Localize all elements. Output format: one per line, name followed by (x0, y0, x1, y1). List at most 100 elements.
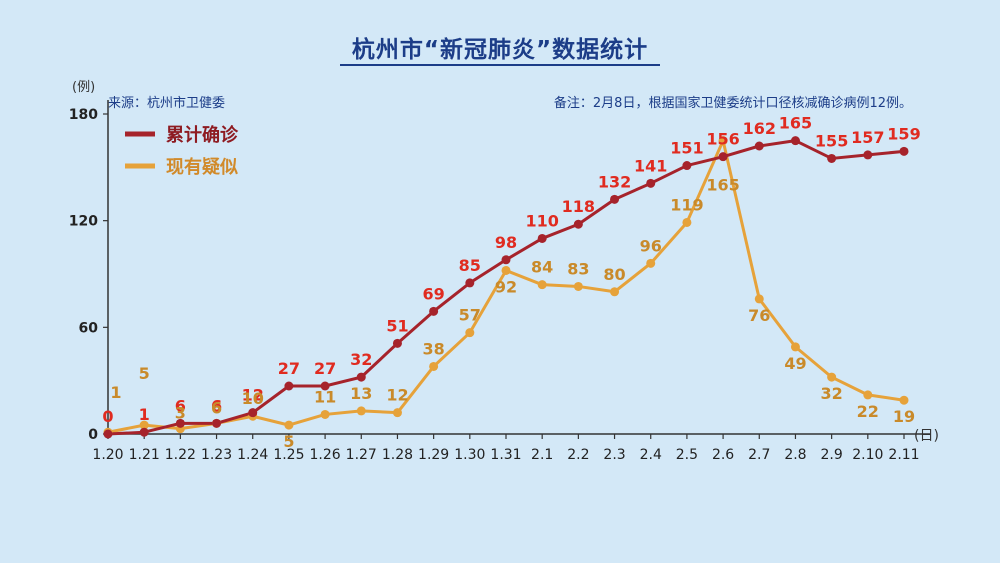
data-label-suspected: 92 (495, 277, 517, 296)
data-label-confirmed: 69 (423, 284, 445, 303)
data-label-suspected: 5 (283, 432, 294, 451)
data-label-suspected: 1 (110, 383, 121, 402)
data-point-suspected (610, 287, 620, 297)
data-label-confirmed: 85 (459, 256, 481, 275)
source-text: 来源：杭州市卫健委 (108, 96, 226, 111)
data-label-suspected: 76 (748, 306, 770, 325)
x-tick-label: 1.23 (201, 447, 232, 463)
data-point-confirmed (863, 150, 873, 160)
legend-label-suspected: 现有疑似 (166, 156, 238, 178)
data-label-confirmed: 118 (562, 197, 595, 216)
data-point-suspected (754, 294, 764, 304)
data-point-confirmed (682, 161, 692, 171)
x-tick-label: 2.3 (603, 447, 625, 463)
data-label-confirmed: 32 (350, 350, 372, 369)
data-label-confirmed: 6 (211, 396, 222, 415)
x-tick-label: 2.9 (821, 447, 843, 463)
data-label-suspected: 6 (211, 398, 222, 417)
x-tick-label: 2.5 (676, 447, 698, 463)
data-label-suspected: 38 (423, 339, 445, 358)
legend-label-confirmed: 累计确诊 (166, 124, 239, 146)
note-text: 备注：2月8日，根据国家卫健委统计口径核减确诊病例12例。 (553, 96, 912, 111)
data-point-confirmed (899, 146, 909, 156)
data-label-suspected: 11 (314, 387, 336, 406)
data-label-confirmed: 155 (815, 131, 848, 150)
x-tick-label: 1.28 (382, 447, 413, 463)
data-point-suspected (501, 265, 511, 275)
data-point-confirmed (284, 381, 294, 391)
data-label-confirmed: 0 (102, 407, 113, 426)
title-underline (340, 64, 660, 66)
x-tick-label: 1.22 (165, 447, 196, 463)
data-label-confirmed: 159 (887, 124, 920, 143)
data-label-suspected: 19 (893, 407, 915, 426)
data-label-confirmed: 12 (242, 386, 264, 405)
data-label-confirmed: 27 (278, 359, 300, 378)
data-label-suspected: 32 (821, 384, 843, 403)
data-label-suspected: 84 (531, 258, 553, 277)
data-point-suspected (827, 372, 837, 382)
data-point-suspected (573, 281, 583, 291)
data-point-suspected (429, 361, 439, 371)
data-point-suspected (392, 408, 402, 418)
y-tick-label: 60 (79, 320, 99, 336)
data-label-confirmed: 156 (706, 130, 739, 149)
data-label-suspected: 5 (139, 364, 150, 383)
data-point-suspected (718, 136, 728, 146)
data-point-suspected (320, 409, 330, 419)
data-point-confirmed (610, 194, 620, 204)
data-point-confirmed (537, 233, 547, 243)
data-label-suspected: 96 (640, 236, 662, 255)
data-point-confirmed (248, 408, 258, 418)
data-label-confirmed: 98 (495, 233, 517, 252)
data-label-suspected: 12 (386, 386, 408, 405)
data-point-suspected (465, 328, 475, 338)
y-tick-label: 0 (88, 427, 98, 443)
data-point-suspected (863, 390, 873, 400)
x-tick-label: 1.25 (273, 447, 304, 463)
y-ticks: 0 60 120 180 (69, 107, 108, 443)
x-axis-unit: (日) (914, 428, 939, 444)
y-tick-label: 120 (69, 214, 98, 230)
data-label-confirmed: 110 (525, 211, 558, 230)
data-label-confirmed: 162 (743, 119, 776, 138)
data-point-confirmed (175, 418, 185, 428)
data-label-suspected: 10 (242, 389, 264, 408)
data-point-suspected (682, 217, 692, 227)
data-point-confirmed (320, 381, 330, 391)
x-tick-label: 1.30 (454, 447, 485, 463)
x-tick-label: 2.10 (852, 447, 883, 463)
data-label-confirmed: 6 (175, 396, 186, 415)
x-tick-label: 1.29 (418, 447, 449, 463)
data-label-confirmed: 141 (634, 156, 667, 175)
data-label-confirmed: 1 (139, 405, 150, 424)
data-point-suspected (139, 420, 149, 430)
data-label-suspected: 165 (706, 176, 739, 195)
x-tick-label: 1.20 (92, 447, 123, 463)
data-label-confirmed: 157 (851, 128, 884, 147)
data-point-confirmed (827, 153, 837, 163)
x-tick-label: 2.8 (784, 447, 806, 463)
data-point-confirmed (790, 136, 800, 146)
data-label-confirmed: 151 (670, 139, 703, 158)
data-point-suspected (284, 420, 294, 430)
x-tick-label: 2.7 (748, 447, 770, 463)
data-label-suspected: 49 (784, 354, 806, 373)
data-point-confirmed (573, 219, 583, 229)
data-point-confirmed (754, 141, 764, 151)
data-label-confirmed: 165 (779, 114, 812, 133)
data-point-confirmed (392, 338, 402, 348)
x-ticks: 1.20 1.21 1.22 1.23 1.24 1.25 1.26 1.27 1.28 1.29… (92, 434, 920, 463)
data-point-confirmed (429, 306, 439, 316)
chart-title: 杭州市“新冠肺炎”数据统计 (351, 37, 649, 63)
data-point-confirmed (356, 372, 366, 382)
x-tick-label: 1.24 (237, 447, 268, 463)
x-tick-label: 2.6 (712, 447, 734, 463)
x-tick-label: 1.27 (346, 447, 377, 463)
x-tick-label: 2.2 (567, 447, 589, 463)
data-point-confirmed (103, 429, 113, 439)
